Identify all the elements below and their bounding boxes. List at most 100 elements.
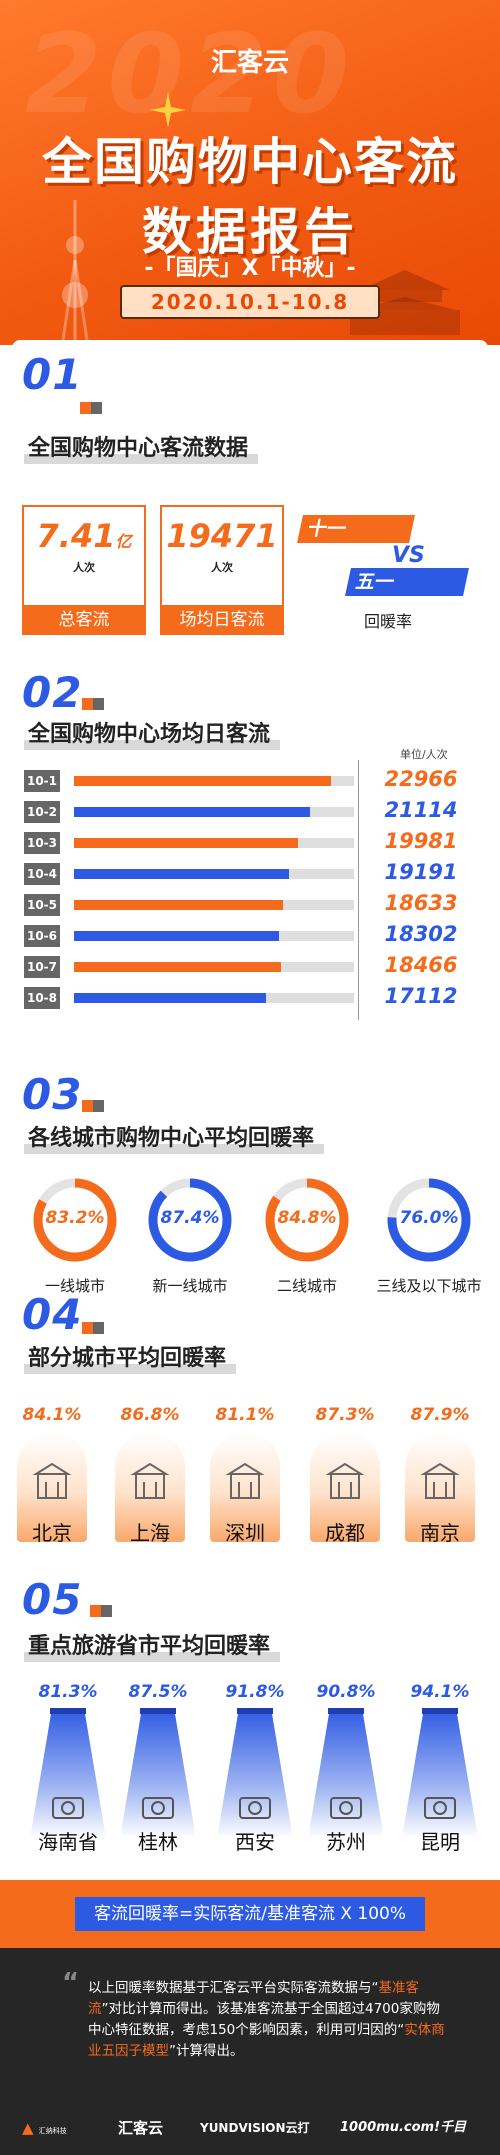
traffic-bar (74, 807, 310, 817)
city-glow (17, 1432, 87, 1542)
pearl-tower-icon (130, 1460, 170, 1500)
yundvision-logo: YUNDVISION云打 (200, 2121, 310, 2135)
recovery-donut: 83.2% (30, 1175, 120, 1265)
donut-value: 87.4% (160, 1208, 220, 1228)
donut-value: 76.0% (399, 1208, 459, 1228)
recovery-donut: 84.8% (262, 1175, 352, 1265)
date-label: 10-8 (24, 987, 60, 1009)
daily-traffic-unit: 人次 (211, 561, 233, 574)
light-beam (120, 1708, 196, 1838)
date-range-badge: 2020.10.1-10.8 (120, 285, 380, 319)
traffic-value: 18466 (384, 953, 458, 977)
donut-arc (33, 1178, 117, 1262)
section-number: 05 (22, 1575, 83, 1624)
section-marker-icon (82, 698, 104, 710)
section-title: 重点旅游省市平均回暖率 (24, 1628, 281, 1662)
footer (0, 1948, 500, 2155)
section-marker-icon (82, 1100, 104, 1112)
city-buildings-icon (325, 1460, 365, 1500)
donut-label: 二线城市 (276, 1277, 337, 1295)
traffic-value: 19981 (384, 829, 458, 853)
methodology-note: 以上回暖率数据基于汇客云平台实际客流数据与“基准客流”对比计算而得出。该基准客流… (88, 1980, 445, 2059)
report-title-line2: 数据报告 (142, 203, 358, 261)
light-beam (402, 1708, 478, 1838)
mountain-icon (237, 1790, 273, 1820)
city-name: 成都 (325, 1521, 365, 1545)
daily-traffic-bar-chart: 10-1 22966 10-2 21114 10-3 19981 10-4 19191 10-5… (0, 760, 500, 1030)
traffic-value: 18633 (384, 891, 458, 915)
city-recovery-pct: 86.8% (120, 1405, 180, 1425)
province-name: 西安 (235, 1830, 275, 1854)
tiananmen-icon (32, 1460, 72, 1500)
date-label: 10-3 (24, 832, 60, 854)
city-name: 深圳 (225, 1521, 265, 1545)
section-title: 各线城市购物中心平均回暖率 (24, 1120, 325, 1154)
may-day-recovery: 五一 59.3% (345, 568, 469, 621)
section-title: 部分城市平均回暖率 (24, 1340, 237, 1374)
traffic-bar (74, 962, 281, 972)
total-traffic-value: 7.41亿 (36, 517, 132, 555)
background-year: 2020 (25, 10, 356, 138)
recovery-donut: 76.0% (384, 1175, 474, 1265)
province-recovery-pct: 94.1% (410, 1682, 470, 1702)
traffic-value: 19191 (384, 860, 458, 884)
donut-label: 三线及以下城市 (376, 1277, 482, 1295)
province-name: 桂林 (138, 1830, 178, 1854)
traffic-bar (74, 900, 283, 910)
partner-logos: ▲ 汇纳科技 汇客云 YUNDVISION云打 1000mu.com!千目 (0, 2115, 500, 2141)
total-traffic-unit: 人次 (73, 561, 95, 574)
donut-arc (148, 1178, 232, 1262)
date-label: 10-1 (24, 770, 60, 792)
section-marker-icon (82, 1322, 104, 1334)
traffic-value: 21114 (384, 798, 458, 822)
report-subtitle: -「国庆」X「中秋」- (144, 256, 356, 281)
light-beam (308, 1708, 384, 1838)
qianmu-logo: 1000mu.com!千目 (340, 2120, 467, 2135)
sparkle-icon (150, 92, 186, 128)
section-number: 01 (22, 350, 83, 399)
traffic-value: 18302 (384, 922, 458, 946)
total-traffic-label: 总客流 (22, 605, 146, 635)
huina-logo: ▲ 汇纳科技 (22, 2119, 67, 2137)
vs-label: VS (392, 543, 425, 568)
city-name: 北京 (32, 1521, 72, 1545)
province-recovery-pct: 87.5% (128, 1682, 188, 1702)
section-marker-icon (80, 402, 102, 414)
recovery-donut: 87.4% (145, 1175, 235, 1265)
date-label: 10-7 (24, 956, 60, 978)
content-card-top (12, 340, 488, 380)
donut-label: 新一线城市 (152, 1277, 228, 1295)
city-glow (405, 1432, 475, 1542)
donut-label: 一线城市 (44, 1277, 105, 1295)
chart-divider (358, 760, 359, 1020)
city-recovery-pct: 87.3% (315, 1405, 375, 1425)
bicycle-icon (422, 1790, 458, 1820)
national-day-recovery: 十一 82.1% (297, 515, 415, 568)
daily-traffic-card: 19471 人次 场均日客流 (160, 505, 284, 635)
donut-arc (387, 1178, 471, 1262)
donut-value: 84.8% (277, 1208, 337, 1228)
section-number: 03 (22, 1070, 83, 1119)
traffic-value: 22966 (384, 767, 458, 791)
donut-ring (265, 1178, 349, 1262)
traffic-value: 17112 (384, 984, 458, 1008)
section-marker-icon (90, 1605, 112, 1617)
nanjing-building-icon (420, 1460, 460, 1500)
donut-ring (33, 1178, 117, 1262)
province-recovery-pct: 90.8% (316, 1682, 376, 1702)
city-name: 上海 (130, 1521, 170, 1545)
traffic-bar (74, 869, 289, 879)
section-title: 全国购物中心客流数据 (24, 430, 259, 464)
report-title-line1: 全国购物中心客流 (42, 133, 458, 191)
province-name: 海南省 (38, 1830, 98, 1854)
recovery-formula: 客流回暖率=实际客流/基准客流 X 100% (75, 1897, 425, 1931)
city-glow (210, 1432, 280, 1542)
date-label: 10-4 (24, 863, 60, 885)
camera-icon (50, 1790, 86, 1820)
light-beam (217, 1708, 293, 1838)
date-label: 10-5 (24, 894, 60, 916)
traffic-bar (74, 931, 279, 941)
date-label: 10-6 (24, 925, 60, 947)
donut-ring (387, 1178, 471, 1262)
